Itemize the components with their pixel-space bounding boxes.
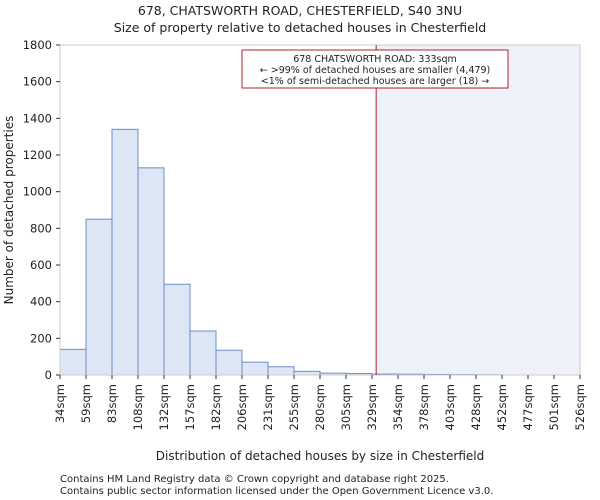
bar-255sqm — [293, 370, 321, 376]
annotation-box: 678 CHATSWORTH ROAD: 333sqm ← >99% of de… — [241, 49, 509, 89]
x-tick-label: 354sqm — [391, 384, 405, 430]
bar-83sqm — [111, 128, 139, 376]
y-tick-label: 800 — [30, 221, 52, 235]
x-tick-label: 206sqm — [235, 384, 249, 430]
y-tick-label: 400 — [30, 295, 52, 309]
y-tick-label: 200 — [30, 331, 52, 345]
x-tick-label: 477sqm — [521, 384, 535, 430]
y-tick-label: 600 — [30, 258, 52, 272]
y-tick-label: 1200 — [23, 148, 52, 162]
footer-line-2: Contains public sector information licen… — [60, 486, 493, 497]
x-tick-label: 329sqm — [365, 384, 379, 430]
x-tick-label: 108sqm — [131, 384, 145, 430]
x-tick-label: 501sqm — [547, 384, 561, 430]
x-tick-label: 526sqm — [573, 384, 587, 430]
y-tick-label: 0 — [45, 368, 52, 382]
bar-132sqm — [163, 283, 191, 376]
y-tick-label: 1000 — [23, 185, 52, 199]
bar-157sqm — [189, 330, 217, 376]
x-tick-label: 83sqm — [105, 384, 119, 423]
x-tick-label: 378sqm — [417, 384, 431, 430]
x-tick-label: 403sqm — [443, 384, 457, 430]
x-tick-label: 428sqm — [469, 384, 483, 430]
annotation-line-3: <1% of semi-detached houses are larger (… — [261, 76, 489, 87]
x-tick-label: 231sqm — [261, 384, 275, 430]
x-tick-label: 34sqm — [53, 384, 67, 423]
x-tick-label: 305sqm — [339, 384, 353, 430]
y-axis-label: Number of detached properties — [2, 116, 16, 305]
x-tick-label: 157sqm — [183, 384, 197, 430]
bar-108sqm — [137, 167, 165, 376]
x-axis-label: Distribution of detached houses by size … — [156, 449, 484, 463]
footer-line-1: Contains HM Land Registry data © Crown c… — [60, 474, 449, 485]
chart-subtitle: Size of property relative to detached ho… — [114, 20, 486, 35]
y-tick-label: 1800 — [23, 38, 52, 52]
annotation-line-1: 678 CHATSWORTH ROAD: 333sqm — [293, 54, 457, 65]
highlight-region — [376, 45, 580, 375]
x-tick-label: 255sqm — [287, 384, 301, 430]
annotation-line-2: ← >99% of detached houses are smaller (4… — [260, 65, 491, 76]
bar-182sqm — [215, 349, 243, 376]
annotation-border — [241, 49, 509, 89]
chart-title: 678, CHATSWORTH ROAD, CHESTERFIELD, S40 … — [138, 3, 462, 18]
x-tick-label: 59sqm — [79, 384, 93, 423]
bar-206sqm — [241, 361, 269, 376]
x-tick-label: 280sqm — [313, 384, 327, 430]
x-tick-label: 182sqm — [209, 384, 223, 430]
y-tick-label: 1600 — [23, 75, 52, 89]
x-tick-label: 132sqm — [157, 384, 171, 430]
bar-59sqm — [85, 218, 113, 376]
y-tick-label: 1400 — [23, 111, 52, 125]
bar-231sqm — [267, 366, 295, 376]
bar-34sqm — [59, 348, 87, 376]
x-tick-label: 452sqm — [495, 384, 509, 430]
